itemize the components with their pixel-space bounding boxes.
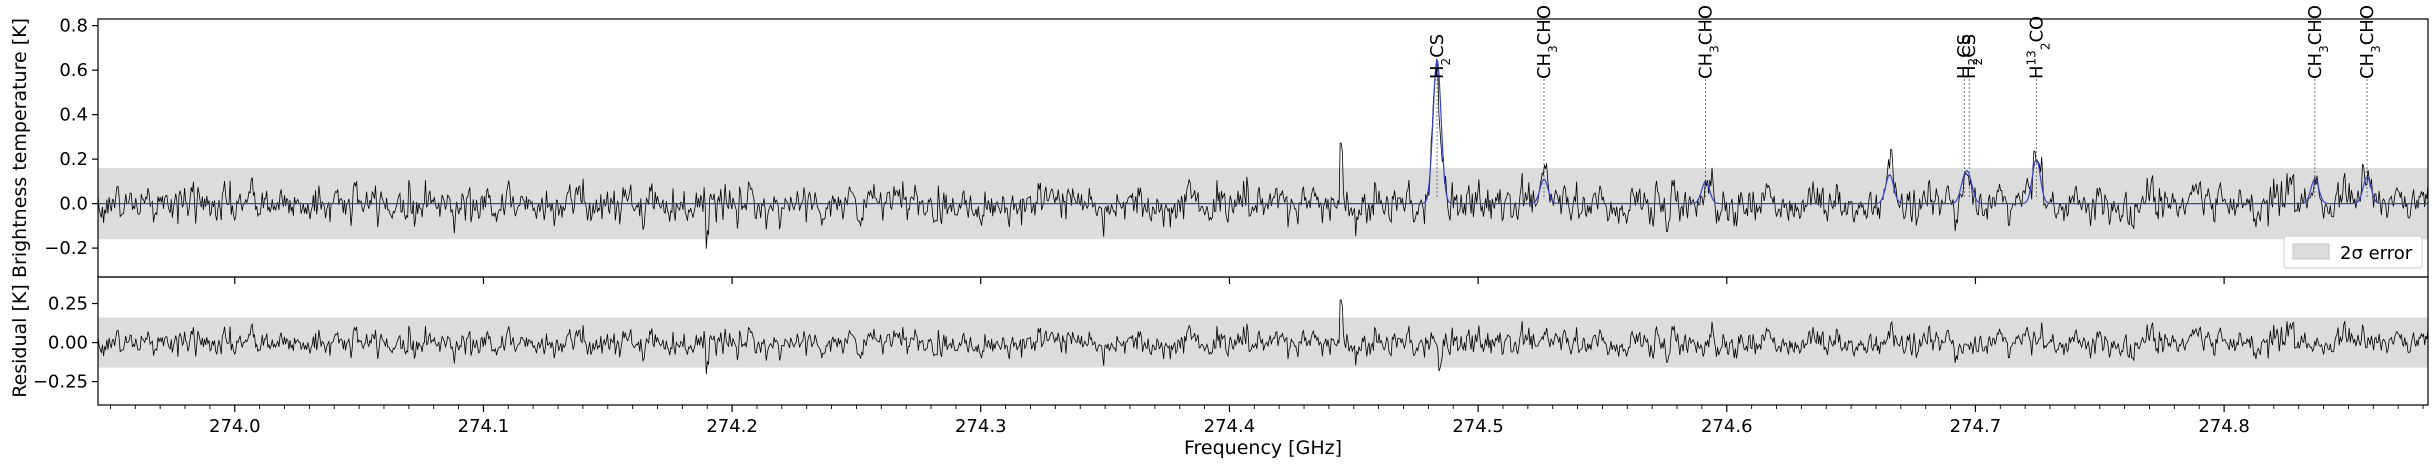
residual-axes-frame: [97, 276, 2429, 406]
residual-y-axis-label: Residual [K]: [9, 284, 31, 398]
spectrum-x-ticks: [234, 277, 2225, 284]
spectrum-y-tick-label: −0.2: [44, 238, 88, 259]
residual-panel: −0.250.000.25 274.0 274.1 274.2 274.3 274.4 2…: [9, 276, 2429, 459]
molecule-label: H2CS: [1954, 34, 1980, 79]
legend-label-2sigma: 2σ error: [2340, 243, 2413, 264]
x-tick-label: 274.1: [458, 416, 510, 437]
x-tick-label: 274.5: [1452, 416, 1504, 437]
x-tick-label: 274.3: [955, 416, 1007, 437]
spectrum-y-tick-label: 0.8: [59, 16, 88, 37]
spectrum-y-tick-label: 0.0: [59, 194, 88, 215]
legend: 2σ error: [2283, 235, 2423, 269]
spectrum-y-tick-label: 0.6: [59, 60, 88, 81]
molecule-label: H132CO: [2024, 16, 2052, 79]
frequency-x-axis-label: Frequency [GHz]: [1184, 437, 1342, 459]
spectrum-y-tick-label: 0.4: [59, 105, 88, 126]
residual-y-tick-label: −0.25: [33, 372, 88, 393]
residual-x-ticks: 274.0 274.1 274.2 274.3 274.4 274.5 274.6 274.7…: [109, 405, 2424, 437]
spectrum-y-axis-label: Brightness temperature [K]: [9, 18, 31, 278]
spectrum-panel: −0.2 0.0 0.2 0.4 0.6 0.8 H2CS CH3CHO CH3CHO H2CS…: [9, 5, 2429, 284]
x-tick-label: 274.0: [209, 416, 261, 437]
molecule-label: CH3CHO: [2357, 5, 2383, 79]
residual-y-tick-label: 0.25: [48, 294, 88, 315]
residual-y-ticks: −0.25 0.00 0.25: [33, 294, 98, 393]
x-tick-label: 274.8: [2198, 416, 2250, 437]
observed-spectrum-line: [97, 62, 2429, 249]
model-spectrum-line: [98, 57, 2428, 205]
x-tick-label: 274.4: [1204, 416, 1256, 437]
spectrum-y-ticks: −0.2 0.0 0.2 0.4 0.6 0.8: [44, 16, 98, 259]
molecule-label: H2CS: [1959, 34, 1985, 79]
molecule-label: CH3CHO: [1696, 5, 1722, 79]
x-tick-label: 274.6: [1701, 416, 1753, 437]
spectrum-y-tick-label: 0.2: [59, 149, 88, 170]
residual-line: [97, 299, 2429, 375]
molecule-label: CH3CHO: [1534, 5, 1560, 79]
molecule-label: CH3CHO: [2305, 5, 2331, 79]
residual-y-tick-label: 0.00: [48, 333, 88, 354]
molecule-label: H2CS: [1427, 34, 1453, 79]
line-annotations: H2CSCH3CHOCH3CHOH2CSH2CSH132COCH3CHOCH3C…: [1427, 5, 2383, 79]
x-tick-label: 274.2: [706, 416, 758, 437]
legend-swatch-2sigma: [2292, 243, 2330, 260]
x-tick-label: 274.7: [1950, 416, 2002, 437]
